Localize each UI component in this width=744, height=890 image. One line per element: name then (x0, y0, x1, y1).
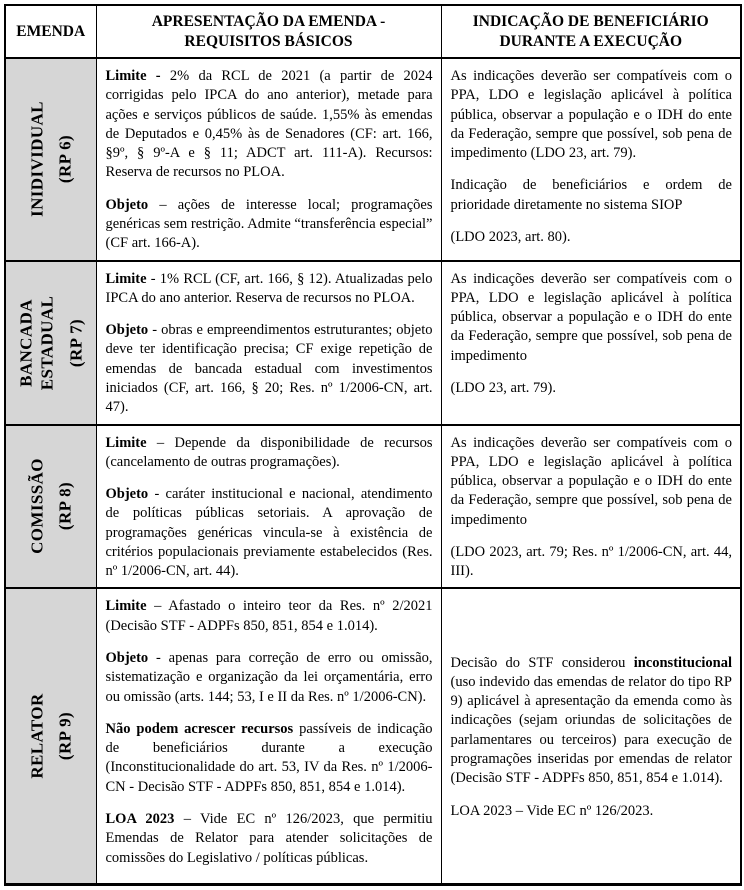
row-label-rp: (RP 9) (55, 712, 75, 761)
table-row-relator: RELATOR (RP 9) Limite – Afastado o intei… (4, 587, 742, 886)
cell-apresentacao-relator: Limite – Afastado o inteiro teor da Res.… (95, 587, 442, 886)
cell-apresentacao-bancada: Limite - 1% RCL (CF, art. 166, § 12). At… (95, 259, 442, 426)
cell-indicacao-bancada: As indicações deverão ser compatíveis co… (440, 259, 742, 426)
header-emenda: EMENDA (4, 4, 97, 59)
row-label-text: BANCADA ESTADUAL (16, 295, 57, 390)
cell-indicacao-comissao: As indicações deverão ser compatíveis co… (440, 423, 742, 590)
row-label-text: COMISSÃO (27, 458, 46, 555)
paragraph: Limite - 2% da RCL de 2021 (a partir de … (105, 68, 433, 181)
paragraph: Indicação de beneficiários e ordem de pr… (450, 177, 733, 213)
cell-indicacao-relator: Decisão do STF considerou inconstitucion… (440, 587, 742, 886)
row-label-rp: (RP 7) (65, 318, 85, 367)
cell-apresentacao-individual: Limite - 2% da RCL de 2021 (a partir de … (95, 57, 442, 262)
paragraph: Objeto – ações de interesse local; progr… (105, 196, 433, 252)
paragraph: Decisão do STF considerou inconstitucion… (450, 654, 733, 787)
row-label-comissao: COMISSÃO (RP 8) (4, 423, 97, 590)
paragraph: (LDO 23, art. 79). (450, 379, 557, 396)
paragraph: Objeto - apenas para correção de erro ou… (105, 650, 433, 705)
table-row-individual: INIDIVIDUAL (RP 6) Limite - 2% da RCL de… (4, 57, 742, 262)
row-label-rp: (RP 8) (55, 482, 75, 531)
paragraph: Limite - 1% RCL (CF, art. 166, § 12). At… (105, 270, 433, 306)
paragraph: Limite – Depende da disponibilidade de r… (105, 434, 433, 470)
paragraph: LOA 2023 – Vide EC nº 126/2023, que perm… (105, 811, 433, 866)
cell-indicacao-individual: As indicações deverão ser compatíveis co… (440, 57, 742, 262)
paragraph: LOA 2023 – Vide EC nº 126/2023. (450, 802, 654, 819)
paragraph: Objeto - caráter institucional e naciona… (105, 486, 433, 580)
paragraph: Não podem acrescer recursos passíveis de… (105, 720, 433, 795)
paragraph: (LDO 2023, art. 80). (450, 228, 571, 245)
row-label-bancada-estadual: BANCADA ESTADUAL (RP 7) (4, 259, 97, 426)
row-label-relator: RELATOR (RP 9) (4, 587, 97, 886)
header-indicacao: INDICAÇÃO DE BENEFICIÁRIO DURANTE A EXEC… (440, 4, 742, 59)
emendas-table: EMENDA APRESENTAÇÃO DA EMENDA - REQUISIT… (4, 4, 742, 886)
paragraph: As indicações deverão ser compatíveis co… (450, 68, 733, 162)
row-label-text: RELATOR (27, 693, 46, 779)
paragraph: As indicações deverão ser compatíveis co… (450, 270, 733, 364)
row-label-rp: (RP 6) (55, 135, 75, 184)
cell-apresentacao-comissao: Limite – Depende da disponibilidade de r… (95, 423, 442, 590)
paragraph: (LDO 2023, art. 79; Res. nº 1/2006-CN, a… (450, 543, 733, 580)
paragraph: Limite – Afastado o inteiro teor da Res.… (105, 598, 433, 634)
row-label-text: INIDIVIDUAL (27, 101, 46, 218)
row-label-individual: INIDIVIDUAL (RP 6) (4, 57, 97, 262)
table-row-bancada-estadual: BANCADA ESTADUAL (RP 7) Limite - 1% RCL … (4, 259, 742, 426)
paragraph: As indicações deverão ser compatíveis co… (450, 434, 733, 528)
header-apresentacao: APRESENTAÇÃO DA EMENDA - REQUISITOS BÁSI… (95, 4, 442, 59)
table-header-row: EMENDA APRESENTAÇÃO DA EMENDA - REQUISIT… (4, 4, 742, 59)
paragraph: Objeto - obras e empreendimentos estrutu… (105, 322, 433, 416)
table-row-comissao: COMISSÃO (RP 8) Limite – Depende da disp… (4, 423, 742, 590)
